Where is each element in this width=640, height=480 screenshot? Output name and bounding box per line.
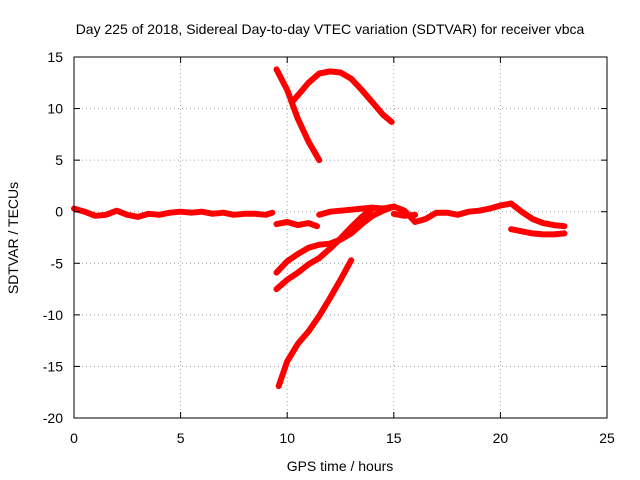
series-line-s9 (508, 226, 568, 238)
chart-title: Day 225 of 2018, Sidereal Day-to-day VTE… (76, 21, 585, 37)
series-line-s3 (273, 66, 323, 164)
x-tick-label: 15 (386, 430, 402, 446)
series-line-s2 (273, 219, 320, 230)
y-tick-label: -20 (43, 410, 63, 426)
y-tick-label: 0 (55, 204, 63, 220)
series-line-s7 (275, 257, 355, 389)
series-line-s10 (390, 210, 419, 219)
data-series (71, 66, 568, 389)
x-axis-label: GPS time / hours (287, 458, 394, 474)
series-line-s6 (273, 205, 376, 293)
y-tick-label: 10 (47, 101, 63, 117)
y-tick-label: -15 (43, 358, 63, 374)
plot-frame (73, 56, 608, 419)
axis-ticks: 0 5 10 15 20 25 -20 -15 -10 -5 0 5 10 15 (43, 49, 615, 446)
series-line-s1 (71, 205, 276, 220)
x-tick-label: 0 (70, 430, 78, 446)
x-tick-label: 10 (279, 430, 295, 446)
x-tick-label: 20 (493, 430, 509, 446)
series-line-s4 (290, 68, 395, 125)
y-tick-label: 15 (47, 49, 63, 65)
y-tick-label: -5 (51, 255, 64, 271)
y-tick-label: 5 (55, 152, 63, 168)
series-line-s8 (316, 200, 568, 230)
x-tick-label: 25 (599, 430, 615, 446)
x-tick-label: 5 (177, 430, 185, 446)
y-axis-label: SDTVAR / TECUs (5, 182, 21, 294)
y-tick-label: -10 (43, 307, 63, 323)
